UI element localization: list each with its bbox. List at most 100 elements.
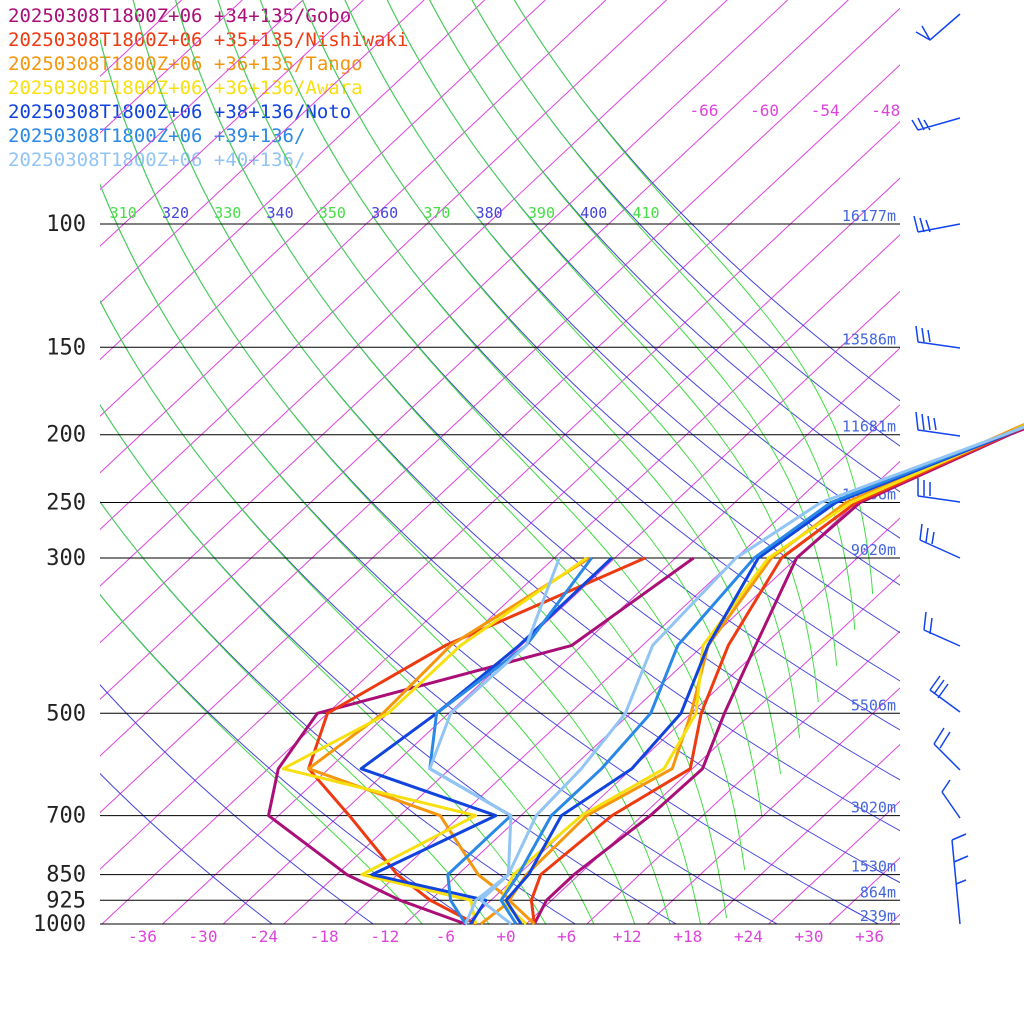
theta-label: 390 <box>528 204 555 222</box>
height-label: 864m <box>860 883 896 901</box>
wind-barbs <box>911 13 969 925</box>
isotherm-line <box>768 800 900 924</box>
theta-label: 380 <box>476 204 503 222</box>
dewpoint-profile-line <box>359 556 613 925</box>
dry-adiabat-line <box>513 0 900 402</box>
moist-adiabat-line <box>175 0 727 919</box>
pressure-tick-label: 200 <box>46 423 86 448</box>
dewpoint-profile-line <box>428 557 561 925</box>
isotherm-line <box>100 0 607 474</box>
isotherm-line <box>100 0 304 191</box>
theta-label: 360 <box>371 204 398 222</box>
wind-barb <box>917 478 961 503</box>
temperature-tick-label: -30 <box>189 927 218 946</box>
temperature-tick-label: -12 <box>370 927 399 946</box>
temperature-profile-line <box>504 425 1024 925</box>
pressure-tick-label: 1000 <box>33 912 86 937</box>
temperature-tick-label: -18 <box>310 927 339 946</box>
pressure-tick-label: 925 <box>46 888 86 913</box>
moist-adiabat-line <box>344 0 801 739</box>
isotherm-line <box>100 64 900 814</box>
legend-entry: 20250308T1800Z+06 +36+135/Tango <box>8 53 363 75</box>
theta-label: 350 <box>319 204 346 222</box>
moist-adiabat-line <box>100 593 423 924</box>
pressure-tick-label: 700 <box>46 804 86 829</box>
isotherm-line <box>162 234 900 924</box>
temperature-tick-label: +6 <box>557 927 576 946</box>
pressure-tick-label: 500 <box>46 701 86 726</box>
isotherm-label: -54 <box>811 101 840 120</box>
dry-adiabat-line <box>100 403 677 924</box>
wind-barb <box>915 411 961 437</box>
moist-adiabat-line <box>259 0 763 817</box>
temperature-profile-line <box>499 424 1024 926</box>
height-label: 239m <box>860 907 896 925</box>
legend-entry: 20250308T1800Z+06 +40+136/ <box>8 149 306 171</box>
temperature-tick-label: +0 <box>496 927 515 946</box>
isotherm-line <box>100 0 667 531</box>
wind-barb <box>951 833 969 925</box>
isotherm-line <box>707 743 900 924</box>
theta-label: 400 <box>580 204 607 222</box>
legend-entry: 20250308T1800Z+06 +35+135/Nishiwaki <box>8 29 409 51</box>
isotherm-line <box>344 404 900 924</box>
theta-label: 310 <box>110 204 137 222</box>
height-label: 3020m <box>851 799 896 817</box>
isotherm-line <box>404 460 900 924</box>
moist-adiabat-line <box>302 0 781 775</box>
isotherm-line <box>100 120 900 870</box>
wind-barb <box>941 779 961 819</box>
isotherm-label: -48 <box>871 101 900 120</box>
isotherm-line <box>100 0 364 247</box>
temperature-profile-line <box>507 422 1024 926</box>
dewpoint-profile-line <box>267 556 695 926</box>
temperature-profile-line <box>529 425 1024 925</box>
moist-adiabat-line <box>132 0 701 924</box>
isotherm-label: -60 <box>750 101 779 120</box>
theta-label: 330 <box>214 204 241 222</box>
isotherm-line <box>100 0 425 304</box>
wind-barb <box>915 325 961 349</box>
wind-barb <box>913 215 961 233</box>
pressure-tick-label: 250 <box>46 491 86 516</box>
dry-adiabat-line <box>217 0 900 731</box>
isotherm-line <box>586 630 900 924</box>
height-label: 11681m <box>842 418 896 436</box>
isotherm-line <box>100 0 243 134</box>
isotherm-line <box>889 913 900 924</box>
theta-label: 410 <box>632 204 659 222</box>
theta-label: 340 <box>267 204 294 222</box>
isotherm-line <box>647 687 900 924</box>
isotherm-line <box>101 177 900 924</box>
isotherm-line <box>100 0 486 361</box>
moist-adiabat-line <box>100 37 671 924</box>
isotherm-label: -66 <box>690 101 719 120</box>
legend-entry: 20250308T1800Z+06 +38+136/Noto <box>8 101 352 123</box>
moist-adiabat-line <box>100 501 490 924</box>
temperature-tick-label: +12 <box>613 927 642 946</box>
temperature-tick-label: -6 <box>436 927 455 946</box>
theta-label: 370 <box>423 204 450 222</box>
temperature-tick-label: +30 <box>795 927 824 946</box>
background-grid <box>100 0 900 924</box>
dry-adiabat-line <box>100 593 475 924</box>
legend-entry: 20250308T1800Z+06 +34+135/Gobo <box>8 5 352 27</box>
isotherm-line <box>100 0 789 644</box>
dewpoint-profile-line <box>281 556 588 925</box>
moist-adiabat-line <box>471 0 856 631</box>
moist-adiabat-line <box>386 0 819 703</box>
dry-adiabat-line <box>175 0 900 781</box>
temperature-tick-label: +36 <box>855 927 884 946</box>
pressure-tick-label: 300 <box>46 546 86 571</box>
moist-adiabat-line <box>100 299 595 924</box>
height-label: 5506m <box>851 696 896 714</box>
moist-adiabat-line <box>429 0 838 667</box>
temperature-profile-line <box>479 425 1024 926</box>
legend-entry: 20250308T1800Z+06 +39+136/ <box>8 125 306 147</box>
temperature-profile-line <box>499 425 1024 925</box>
temperature-tick-label: +18 <box>673 927 702 946</box>
dry-adiabat-line <box>100 772 273 924</box>
theta-label: 320 <box>162 204 189 222</box>
dewpoint-profile-line <box>307 556 646 926</box>
height-label: 13586m <box>842 330 896 348</box>
